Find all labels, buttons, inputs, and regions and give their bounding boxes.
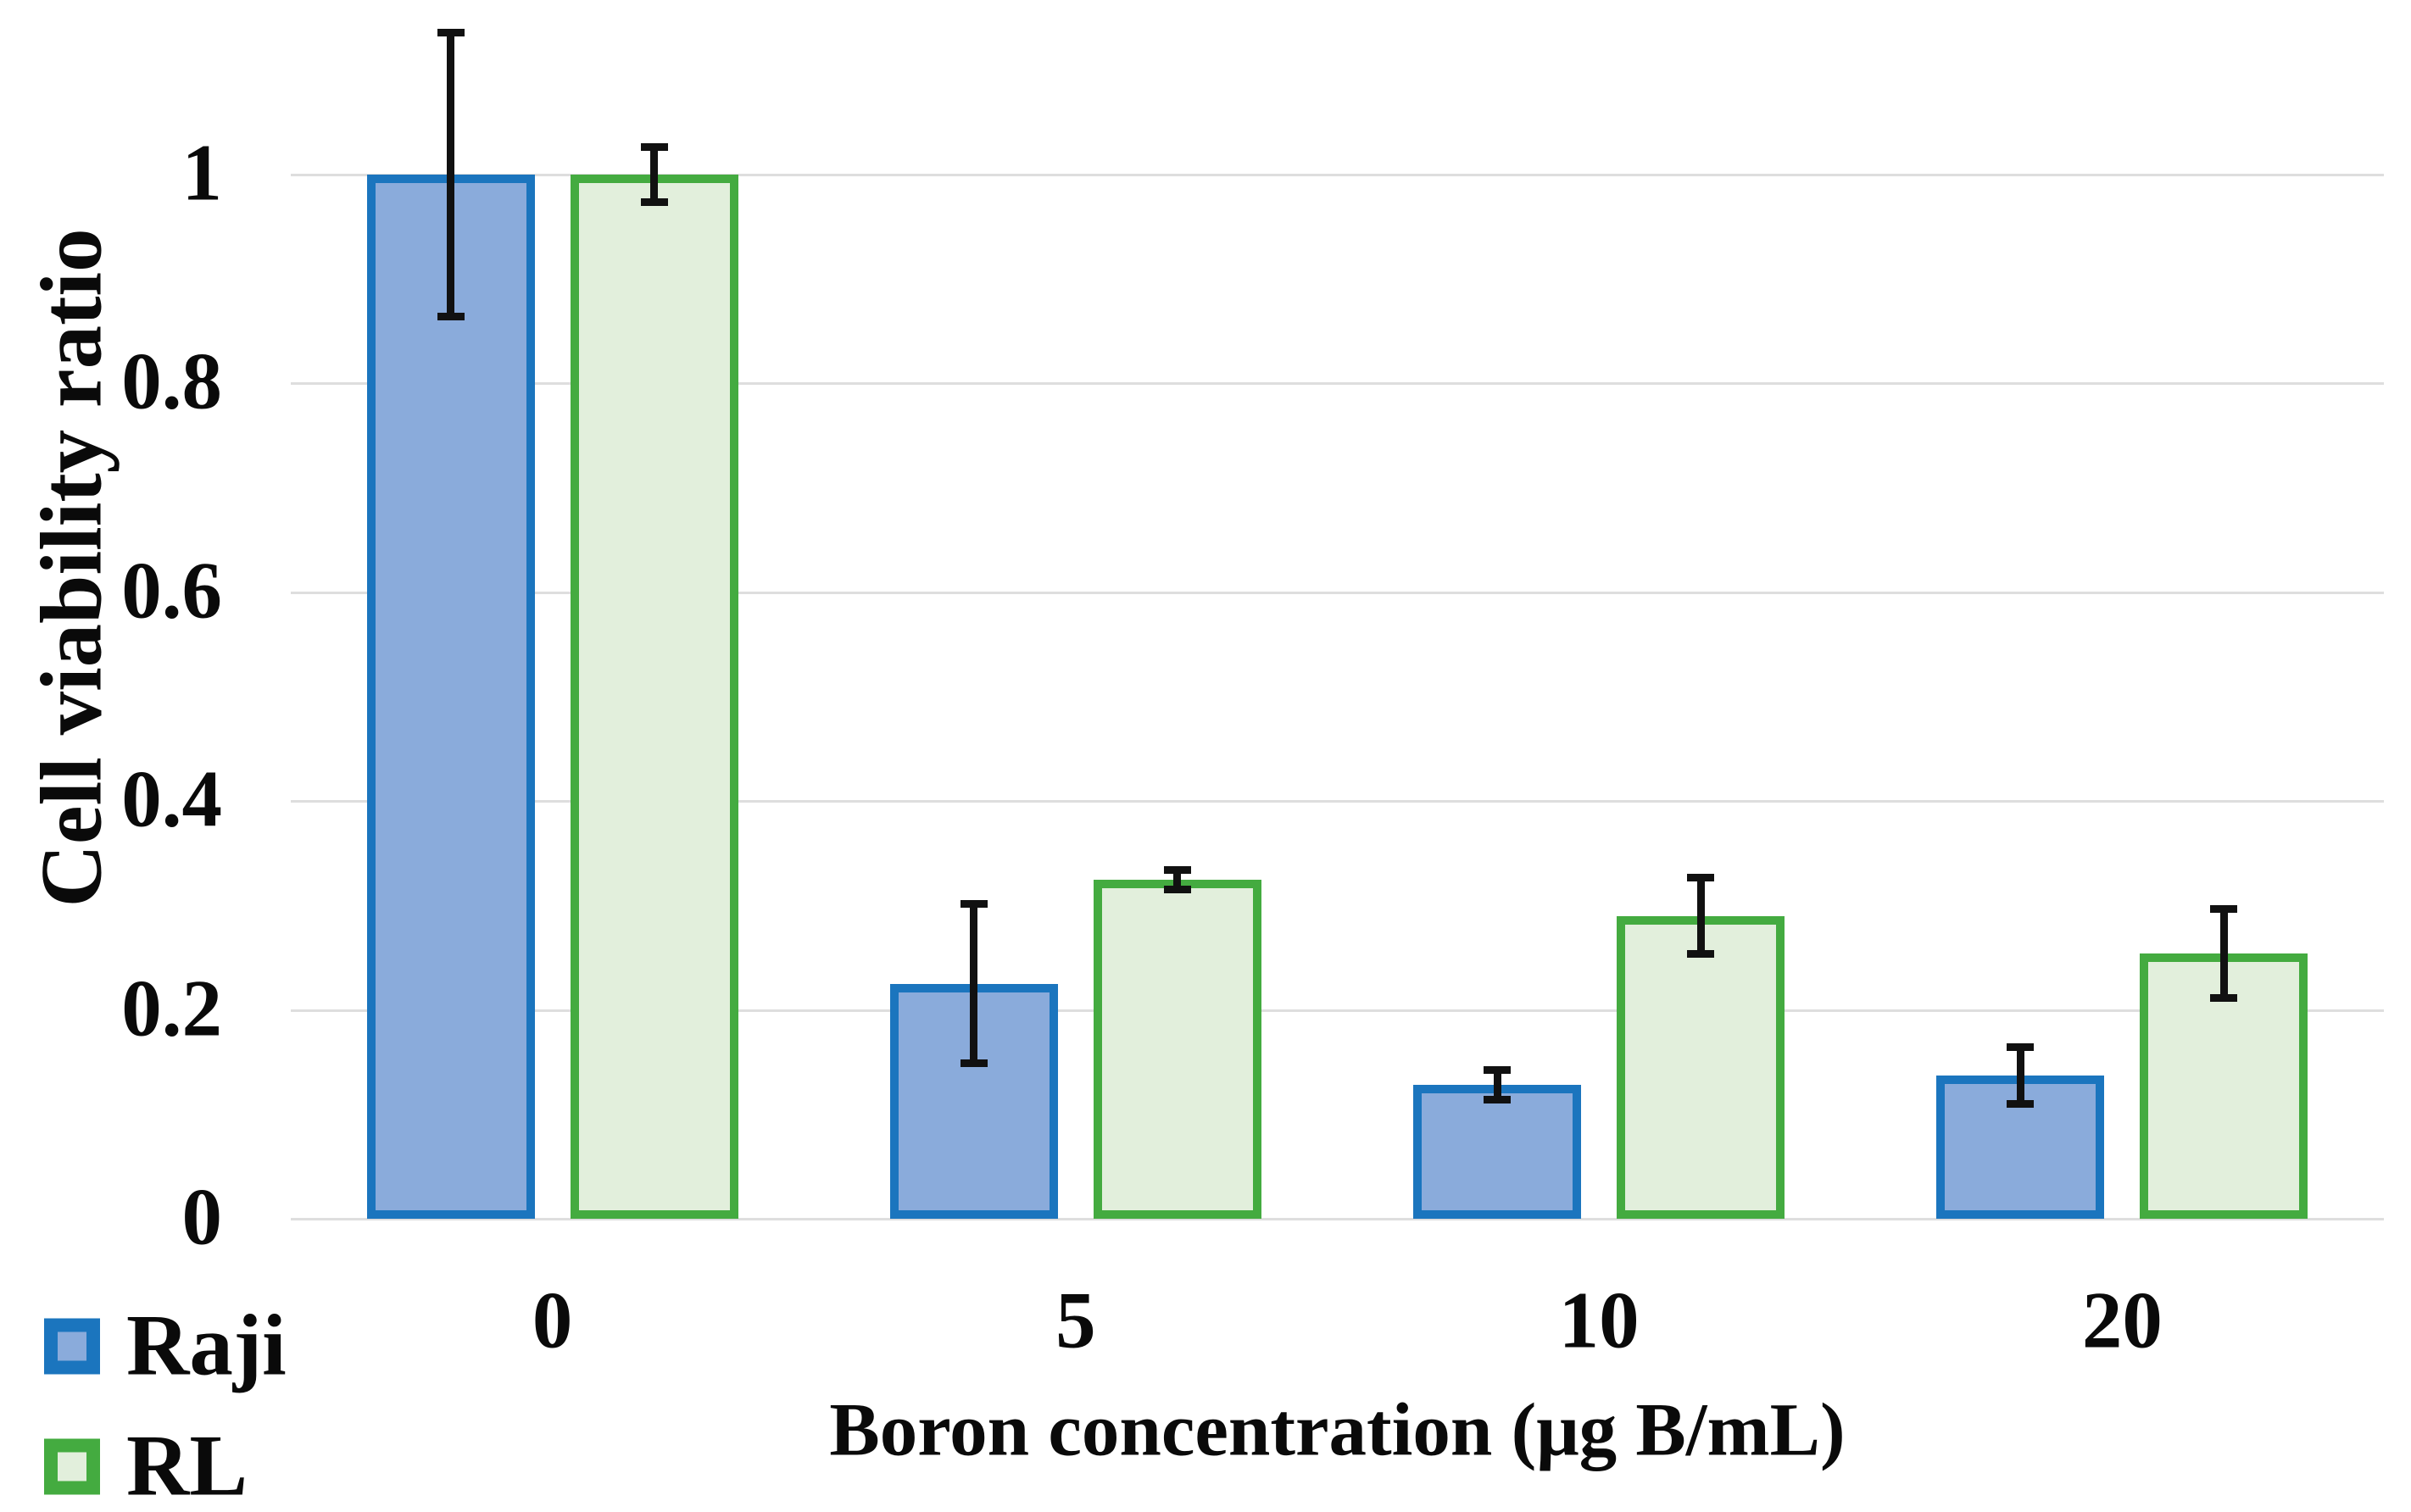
error-bar-cap [2210, 905, 2238, 914]
error-bar-cap [960, 900, 988, 909]
legend-label-raji: Raji [126, 1297, 287, 1394]
y-tick-label: 0.4 [121, 753, 222, 844]
error-bar-cap [1163, 885, 1191, 893]
gridline [291, 382, 2384, 386]
gridline [291, 591, 2384, 594]
bar-rl-0 [570, 175, 738, 1219]
error-bar-cap [437, 28, 465, 36]
error-bar-cap [2007, 1043, 2035, 1052]
error-bar-cap [1484, 1066, 1512, 1075]
error-bar-cap [437, 313, 465, 321]
y-tick-label: 0.8 [121, 336, 222, 426]
x-tick-label: 0 [532, 1275, 573, 1365]
gridline [291, 1009, 2384, 1012]
error-bar-cap [2007, 1100, 2035, 1109]
legend-item-rl: RL [44, 1417, 248, 1512]
bar-raji-0 [366, 175, 535, 1219]
legend-swatch-raji [44, 1318, 100, 1374]
error-bar [1493, 1066, 1501, 1104]
error-bar [1173, 865, 1182, 893]
legend-item-raji: Raji [44, 1297, 287, 1394]
error-bar [650, 143, 659, 206]
legend-label-rl: RL [126, 1417, 248, 1512]
x-axis-title: Boron concentration (μg B/mL) [829, 1388, 1846, 1472]
gridline [291, 174, 2384, 176]
error-bar [2219, 905, 2228, 1002]
error-bar [1696, 874, 1705, 958]
error-bar-cap [640, 143, 668, 152]
bar-raji-10 [1413, 1085, 1582, 1219]
y-tick-label: 0.2 [121, 963, 222, 1053]
legend-swatch-rl [44, 1438, 100, 1494]
x-axis-line [291, 1218, 2384, 1220]
bar-rl-5 [1093, 879, 1261, 1219]
x-tick-label: 5 [1055, 1275, 1096, 1365]
y-tick-label: 0.6 [121, 545, 222, 636]
bar-rl-10 [1617, 915, 1785, 1219]
error-bar-cap [1687, 874, 1715, 882]
y-tick-label: 0 [181, 1171, 223, 1262]
gridline [291, 800, 2384, 803]
error-bar-cap [1484, 1096, 1512, 1104]
error-bar-cap [640, 197, 668, 206]
error-bar [2016, 1043, 2024, 1109]
error-bar-cap [2210, 993, 2238, 1002]
x-tick-label: 10 [1558, 1275, 1640, 1365]
error-bar-cap [1163, 865, 1191, 874]
x-tick-label: 20 [2081, 1275, 2163, 1365]
error-bar-cap [1687, 950, 1715, 958]
error-bar [447, 28, 455, 321]
y-tick-label: 1 [181, 127, 223, 218]
error-bar-cap [960, 1059, 988, 1068]
error-bar [970, 900, 978, 1068]
